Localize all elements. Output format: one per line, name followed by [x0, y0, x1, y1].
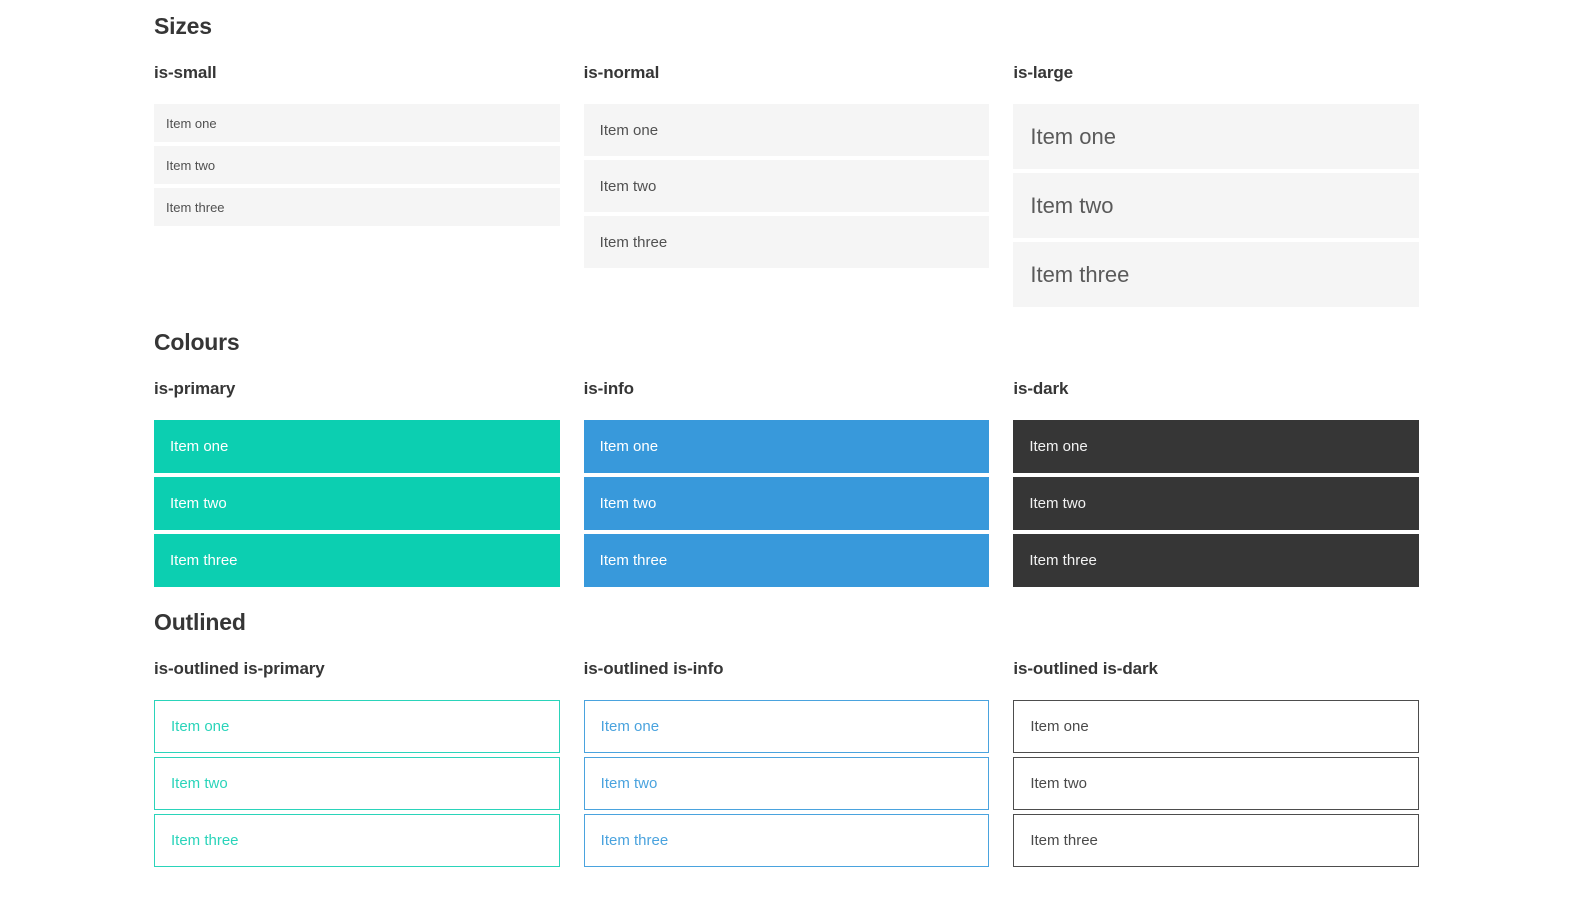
list-item: Item one	[583, 420, 990, 473]
list-outlined-dark: Item one Item two Item three	[1013, 700, 1420, 867]
component-demo-page: Sizes is-small Item one Item two Item th…	[154, 13, 1420, 867]
list-item: Item one	[154, 700, 560, 753]
group-is-dark: is-dark Item one Item two Item three	[1013, 379, 1420, 587]
list-item: Item three	[583, 534, 990, 587]
colours-row: is-primary Item one Item two Item three …	[154, 379, 1420, 587]
list-item: Item one	[1013, 104, 1420, 169]
list-item: Item two	[583, 477, 990, 530]
list-item: Item two	[154, 146, 560, 184]
list-item: Item three	[154, 188, 560, 226]
section-colours: Colours is-primary Item one Item two Ite…	[154, 329, 1420, 587]
list-dark: Item one Item two Item three	[1013, 420, 1420, 587]
sizes-row: is-small Item one Item two Item three is…	[154, 63, 1420, 307]
list-item: Item three	[1013, 534, 1420, 587]
list-item: Item one	[1013, 700, 1420, 753]
list-item: Item one	[154, 420, 560, 473]
list-item: Item three	[1013, 242, 1420, 307]
list-large: Item one Item two Item three	[1013, 104, 1420, 307]
outlined-row: is-outlined is-primary Item one Item two…	[154, 659, 1420, 867]
list-small: Item one Item two Item three	[154, 104, 560, 226]
list-item: Item two	[1013, 173, 1420, 238]
group-label: is-outlined is-primary	[154, 659, 325, 678]
list-item: Item one	[583, 700, 990, 753]
list-item: Item three	[1013, 814, 1420, 867]
list-item: Item three	[583, 814, 990, 867]
group-is-large: is-large Item one Item two Item three	[1013, 63, 1420, 307]
list-item: Item two	[1013, 757, 1420, 810]
group-label: is-small	[154, 63, 217, 82]
section-sizes: Sizes is-small Item one Item two Item th…	[154, 13, 1420, 307]
list-item: Item two	[154, 757, 560, 810]
group-label: is-outlined is-dark	[1013, 659, 1158, 678]
group-label: is-large	[1013, 63, 1074, 82]
group-is-info: is-info Item one Item two Item three	[583, 379, 990, 587]
group-label: is-normal	[583, 63, 660, 82]
group-label: is-info	[583, 379, 634, 398]
list-info: Item one Item two Item three	[583, 420, 990, 587]
list-item: Item three	[583, 216, 990, 268]
group-is-normal: is-normal Item one Item two Item three	[583, 63, 990, 307]
list-outlined-info: Item one Item two Item three	[583, 700, 990, 867]
list-outlined-primary: Item one Item two Item three	[154, 700, 560, 867]
list-item: Item one	[154, 104, 560, 142]
list-item: Item two	[583, 757, 990, 810]
list-item: Item one	[583, 104, 990, 156]
list-item: Item two	[583, 160, 990, 212]
group-is-outlined-is-primary: is-outlined is-primary Item one Item two…	[154, 659, 560, 867]
list-item: Item two	[154, 477, 560, 530]
section-title: Colours	[154, 329, 240, 355]
list-item: Item three	[154, 814, 560, 867]
group-is-outlined-is-info: is-outlined is-info Item one Item two It…	[583, 659, 990, 867]
list-item: Item one	[1013, 420, 1420, 473]
group-is-outlined-is-dark: is-outlined is-dark Item one Item two It…	[1013, 659, 1420, 867]
list-normal: Item one Item two Item three	[583, 104, 990, 268]
group-label: is-dark	[1013, 379, 1069, 398]
list-primary: Item one Item two Item three	[154, 420, 560, 587]
section-title: Outlined	[154, 609, 246, 635]
section-outlined: Outlined is-outlined is-primary Item one…	[154, 609, 1420, 867]
list-item: Item two	[1013, 477, 1420, 530]
list-item: Item three	[154, 534, 560, 587]
group-label: is-primary	[154, 379, 236, 398]
group-is-primary: is-primary Item one Item two Item three	[154, 379, 560, 587]
group-is-small: is-small Item one Item two Item three	[154, 63, 560, 307]
section-title: Sizes	[154, 13, 212, 39]
group-label: is-outlined is-info	[583, 659, 724, 678]
